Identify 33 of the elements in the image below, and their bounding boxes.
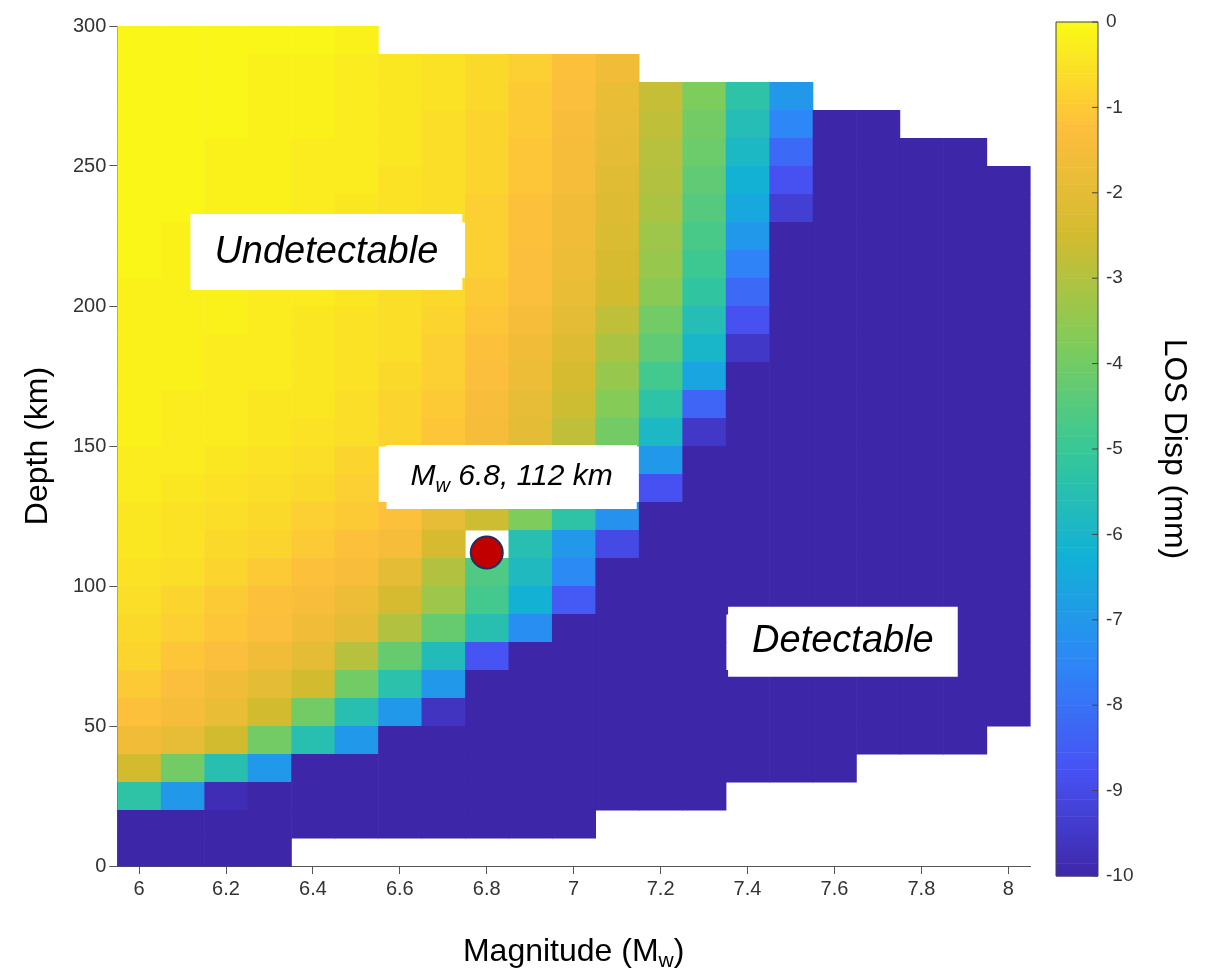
color-bar-label: -8	[1106, 693, 1123, 715]
x-tick-label: 7.4	[733, 876, 762, 899]
y-tick-label: 250	[72, 153, 107, 176]
y-tick-label: 100	[72, 573, 107, 596]
x-tick-label: 6.2	[212, 876, 240, 899]
color-bar-label: 0	[1106, 10, 1117, 32]
color-bar-label: -9	[1106, 778, 1123, 800]
color-bar-label: -7	[1106, 608, 1123, 630]
y-tick-label: 0	[95, 853, 107, 876]
x-tick-label: 7.8	[907, 876, 936, 899]
color-bar-label: -10	[1106, 864, 1134, 886]
annotation: Undetectable	[214, 228, 439, 271]
x-tick-label: 7.2	[646, 876, 675, 899]
color-bar-label: -2	[1106, 181, 1123, 203]
x-tick-label: 6.4	[299, 876, 327, 899]
x-tick-label: 7	[568, 876, 580, 899]
y-tick-label: 300	[72, 13, 107, 36]
y-tick-label: 50	[84, 713, 107, 736]
color-bar-title: LOS Disp (mm)	[1158, 338, 1195, 560]
y-tick-label: 200	[72, 293, 107, 316]
x-tick-label: 6.6	[385, 876, 414, 899]
color-bar-label: -3	[1106, 266, 1123, 288]
color-bar-label: -6	[1106, 522, 1123, 544]
x-tick-label: 6.8	[472, 876, 501, 899]
y-tick-label: 150	[72, 433, 107, 456]
x-tick-label: 6	[133, 876, 145, 899]
x-tick-label: 7.6	[820, 876, 849, 899]
color-bar-label: -5	[1106, 437, 1123, 459]
annotation: Detectable	[752, 618, 934, 661]
y-axis-title: Depth (km)	[17, 366, 54, 526]
x-tick-label: 8	[1002, 876, 1014, 899]
color-bar-label: -1	[1106, 95, 1123, 117]
color-bar-label: -4	[1106, 351, 1124, 373]
